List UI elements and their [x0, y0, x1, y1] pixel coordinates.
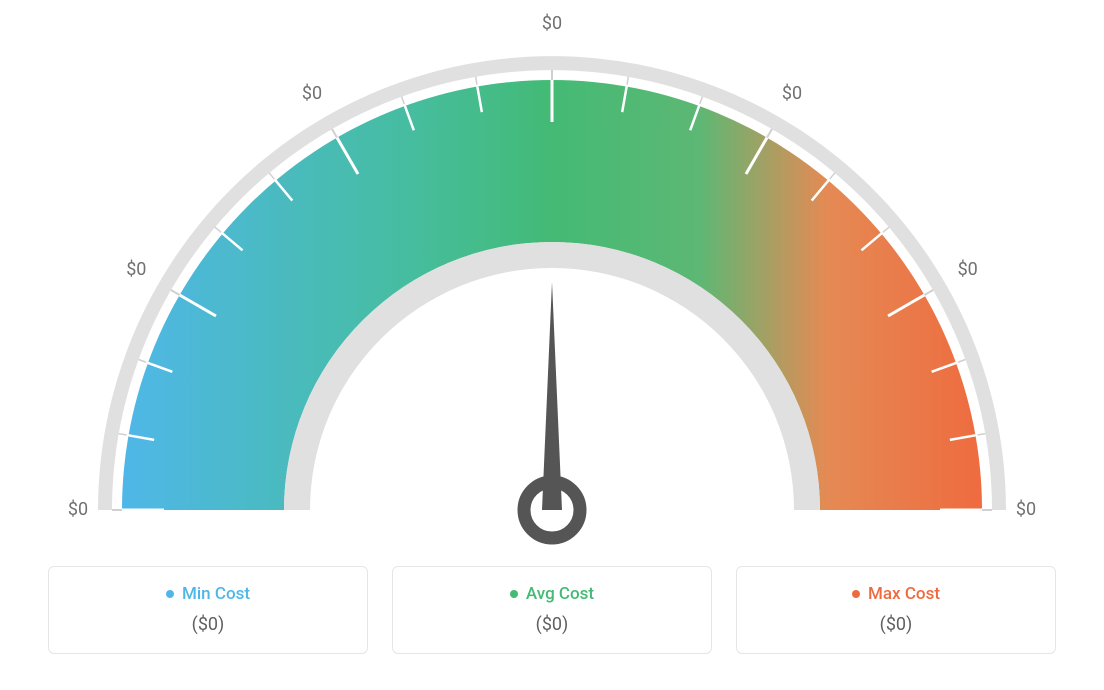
card-avg-cost: Avg Cost ($0): [392, 566, 712, 654]
gauge-area: $0 $0 $0 $0 $0 $0 $0: [0, 0, 1104, 560]
gauge-svg: $0 $0 $0 $0 $0 $0 $0: [52, 10, 1052, 570]
card-value: ($0): [411, 614, 693, 635]
legend-cards: Min Cost ($0) Avg Cost ($0) Max Cost ($0…: [0, 566, 1104, 654]
card-label: Min Cost: [182, 584, 250, 604]
outer-minor-tick: [627, 77, 628, 85]
outer-minor-tick: [977, 434, 985, 435]
outer-minor-tick: [139, 360, 147, 363]
outer-minor-tick: [958, 360, 966, 363]
gauge-tick-label: $0: [782, 83, 802, 104]
card-max-cost: Max Cost ($0): [736, 566, 1056, 654]
card-value: ($0): [755, 614, 1037, 635]
outer-minor-tick: [883, 227, 889, 232]
gauge-tick-label: $0: [68, 499, 88, 520]
dot-icon: [166, 590, 174, 598]
card-min-cost: Min Cost ($0): [48, 566, 368, 654]
card-label: Max Cost: [868, 584, 940, 604]
card-title: Max Cost: [852, 584, 940, 604]
gauge-tick-label: $0: [1016, 499, 1036, 520]
dot-icon: [510, 590, 518, 598]
outer-minor-tick: [269, 173, 274, 179]
gauge-tick-label: $0: [126, 259, 146, 280]
card-title: Min Cost: [166, 584, 250, 604]
dot-icon: [852, 590, 860, 598]
gauge-chart-container: $0 $0 $0 $0 $0 $0 $0 Min Cost ($0) Avg Cost ($…: [0, 0, 1104, 690]
outer-minor-tick: [830, 173, 835, 179]
outer-minor-tick: [402, 97, 405, 105]
outer-minor-tick: [215, 227, 221, 232]
card-label: Avg Cost: [526, 584, 594, 604]
card-value: ($0): [67, 614, 349, 635]
gauge-tick-label: $0: [958, 259, 978, 280]
outer-minor-tick: [700, 97, 703, 105]
gauge-tick-label: $0: [302, 83, 322, 104]
outer-minor-tick: [119, 434, 127, 435]
outer-minor-tick: [476, 77, 477, 85]
card-title: Avg Cost: [510, 584, 594, 604]
gauge-tick-label: $0: [542, 13, 562, 34]
